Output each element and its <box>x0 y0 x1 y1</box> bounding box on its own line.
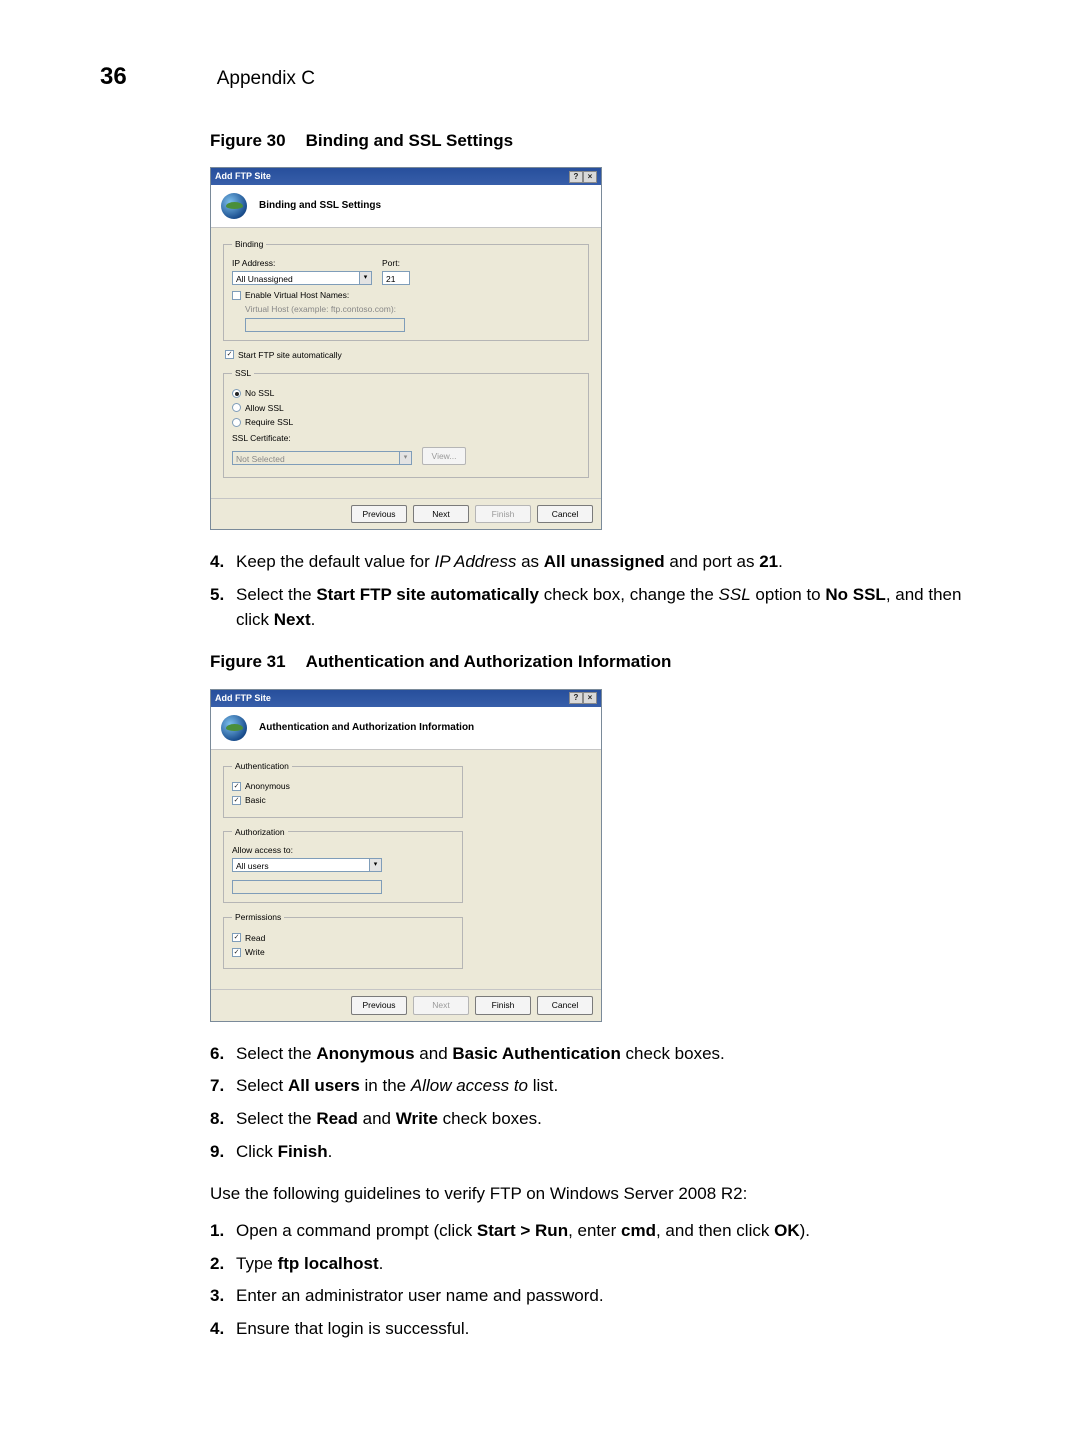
previous-button[interactable]: Previous <box>351 505 407 523</box>
binding-legend: Binding <box>232 238 266 250</box>
page-header: 36 Appendix C <box>100 60 980 95</box>
dialog-titlebar: Add FTP Site ? × <box>211 168 601 185</box>
cancel-button[interactable]: Cancel <box>537 996 593 1014</box>
page-number: 36 <box>100 60 127 95</box>
verify-step-2-number: 2. <box>210 1252 236 1277</box>
guideline-intro: Use the following guidelines to verify F… <box>210 1182 980 1207</box>
ssl-require-label: Require SSL <box>245 416 293 428</box>
step-7: 7. Select All users in the Allow access … <box>210 1074 980 1099</box>
verify-step-4: 4. Ensure that login is successful. <box>210 1317 980 1342</box>
ip-address-dropdown[interactable]: All Unassigned <box>232 271 372 285</box>
ssl-no-radio[interactable]: No SSL <box>232 387 580 399</box>
authentication-legend: Authentication <box>232 760 292 772</box>
step-5-number: 5. <box>210 583 236 632</box>
write-label: Write <box>245 946 265 958</box>
write-checkbox[interactable]: ✓ Write <box>232 946 454 958</box>
figure30-title: Binding and SSL Settings <box>306 131 513 150</box>
globe-icon <box>221 715 247 741</box>
ssl-no-label: No SSL <box>245 387 274 399</box>
step-7-number: 7. <box>210 1074 236 1099</box>
figure30-caption: Figure 30 Binding and SSL Settings <box>210 129 980 154</box>
figure31-title: Authentication and Authorization Informa… <box>306 652 672 671</box>
basic-label: Basic <box>245 794 266 806</box>
dialog-title: Add FTP Site <box>215 170 271 183</box>
next-button: Next <box>413 996 469 1014</box>
binding-group: Binding IP Address: All Unassigned Port:… <box>223 238 589 340</box>
dialog-header-title: Authentication and Authorization Informa… <box>259 721 474 736</box>
finish-button: Finish <box>475 505 531 523</box>
vhost-input <box>245 318 405 332</box>
authorization-legend: Authorization <box>232 826 288 838</box>
enable-vhost-checkbox[interactable]: Enable Virtual Host Names: <box>232 289 580 301</box>
ssl-view-button: View... <box>422 447 466 465</box>
close-icon[interactable]: × <box>583 171 597 183</box>
ssl-allow-radio[interactable]: Allow SSL <box>232 402 580 414</box>
figure30-dialog: Add FTP Site ? × Binding and SSL Setting… <box>210 167 602 530</box>
port-input[interactable]: 21 <box>382 271 410 285</box>
ssl-legend: SSL <box>232 367 254 379</box>
step-9-number: 9. <box>210 1140 236 1165</box>
dialog-title: Add FTP Site <box>215 692 271 705</box>
previous-button[interactable]: Previous <box>351 996 407 1014</box>
step-4-number: 4. <box>210 550 236 575</box>
authorization-group: Authorization Allow access to: All users <box>223 826 463 904</box>
appendix-title: Appendix C <box>217 65 315 93</box>
dialog-header-title: Binding and SSL Settings <box>259 199 381 214</box>
vhost-example-label: Virtual Host (example: ftp.contoso.com): <box>245 303 580 315</box>
step-6: 6. Select the Anonymous and Basic Authen… <box>210 1042 980 1067</box>
dialog-titlebar: Add FTP Site ? × <box>211 690 601 707</box>
basic-checkbox[interactable]: ✓ Basic <box>232 794 454 806</box>
ssl-cert-label: SSL Certificate: <box>232 432 580 444</box>
permissions-legend: Permissions <box>232 911 284 923</box>
ssl-cert-dropdown: Not Selected <box>232 451 412 465</box>
steps-4-5: 4. Keep the default value for IP Address… <box>210 550 980 632</box>
steps-6-9: 6. Select the Anonymous and Basic Authen… <box>210 1042 980 1165</box>
anonymous-checkbox[interactable]: ✓ Anonymous <box>232 780 454 792</box>
allow-access-dropdown[interactable]: All users <box>232 858 382 872</box>
read-label: Read <box>245 932 265 944</box>
enable-vhost-label: Enable Virtual Host Names: <box>245 289 349 301</box>
help-icon[interactable]: ? <box>569 692 583 704</box>
globe-icon <box>221 193 247 219</box>
read-checkbox[interactable]: ✓ Read <box>232 932 454 944</box>
authentication-group: Authentication ✓ Anonymous ✓ Basic <box>223 760 463 818</box>
dialog-header: Authentication and Authorization Informa… <box>211 707 601 750</box>
verify-step-1: 1. Open a command prompt (click Start > … <box>210 1219 980 1244</box>
figure31-caption: Figure 31 Authentication and Authorizatio… <box>210 650 980 675</box>
step-5: 5. Select the Start FTP site automatical… <box>210 583 980 632</box>
verify-step-4-number: 4. <box>210 1317 236 1342</box>
verify-step-2: 2. Type ftp localhost. <box>210 1252 980 1277</box>
figure31-number: Figure 31 <box>210 652 286 671</box>
verify-step-3-number: 3. <box>210 1284 236 1309</box>
close-icon[interactable]: × <box>583 692 597 704</box>
verify-step-3: 3. Enter an administrator user name and … <box>210 1284 980 1309</box>
step-4: 4. Keep the default value for IP Address… <box>210 550 980 575</box>
start-ftp-auto-label: Start FTP site automatically <box>238 349 342 361</box>
finish-button[interactable]: Finish <box>475 996 531 1014</box>
dialog-header: Binding and SSL Settings <box>211 185 601 228</box>
step-8: 8. Select the Read and Write check boxes… <box>210 1107 980 1132</box>
next-button[interactable]: Next <box>413 505 469 523</box>
verify-step-1-number: 1. <box>210 1219 236 1244</box>
figure30-number: Figure 30 <box>210 131 286 150</box>
help-icon[interactable]: ? <box>569 171 583 183</box>
allow-access-label: Allow access to: <box>232 844 454 856</box>
port-label: Port: <box>382 257 422 269</box>
cancel-button[interactable]: Cancel <box>537 505 593 523</box>
ssl-group: SSL No SSL Allow SSL Require SSL SSL Cer… <box>223 367 589 478</box>
ssl-allow-label: Allow SSL <box>245 402 284 414</box>
step-8-number: 8. <box>210 1107 236 1132</box>
ssl-require-radio[interactable]: Require SSL <box>232 416 580 428</box>
step-9: 9. Click Finish. <box>210 1140 980 1165</box>
permissions-group: Permissions ✓ Read ✓ Write <box>223 911 463 969</box>
step-6-number: 6. <box>210 1042 236 1067</box>
allow-access-input <box>232 880 382 894</box>
start-ftp-auto-checkbox[interactable]: ✓ Start FTP site automatically <box>225 349 589 361</box>
verify-steps: 1. Open a command prompt (click Start > … <box>210 1219 980 1342</box>
figure31-dialog: Add FTP Site ? × Authentication and Auth… <box>210 689 602 1022</box>
ip-address-label: IP Address: <box>232 257 372 269</box>
anonymous-label: Anonymous <box>245 780 290 792</box>
